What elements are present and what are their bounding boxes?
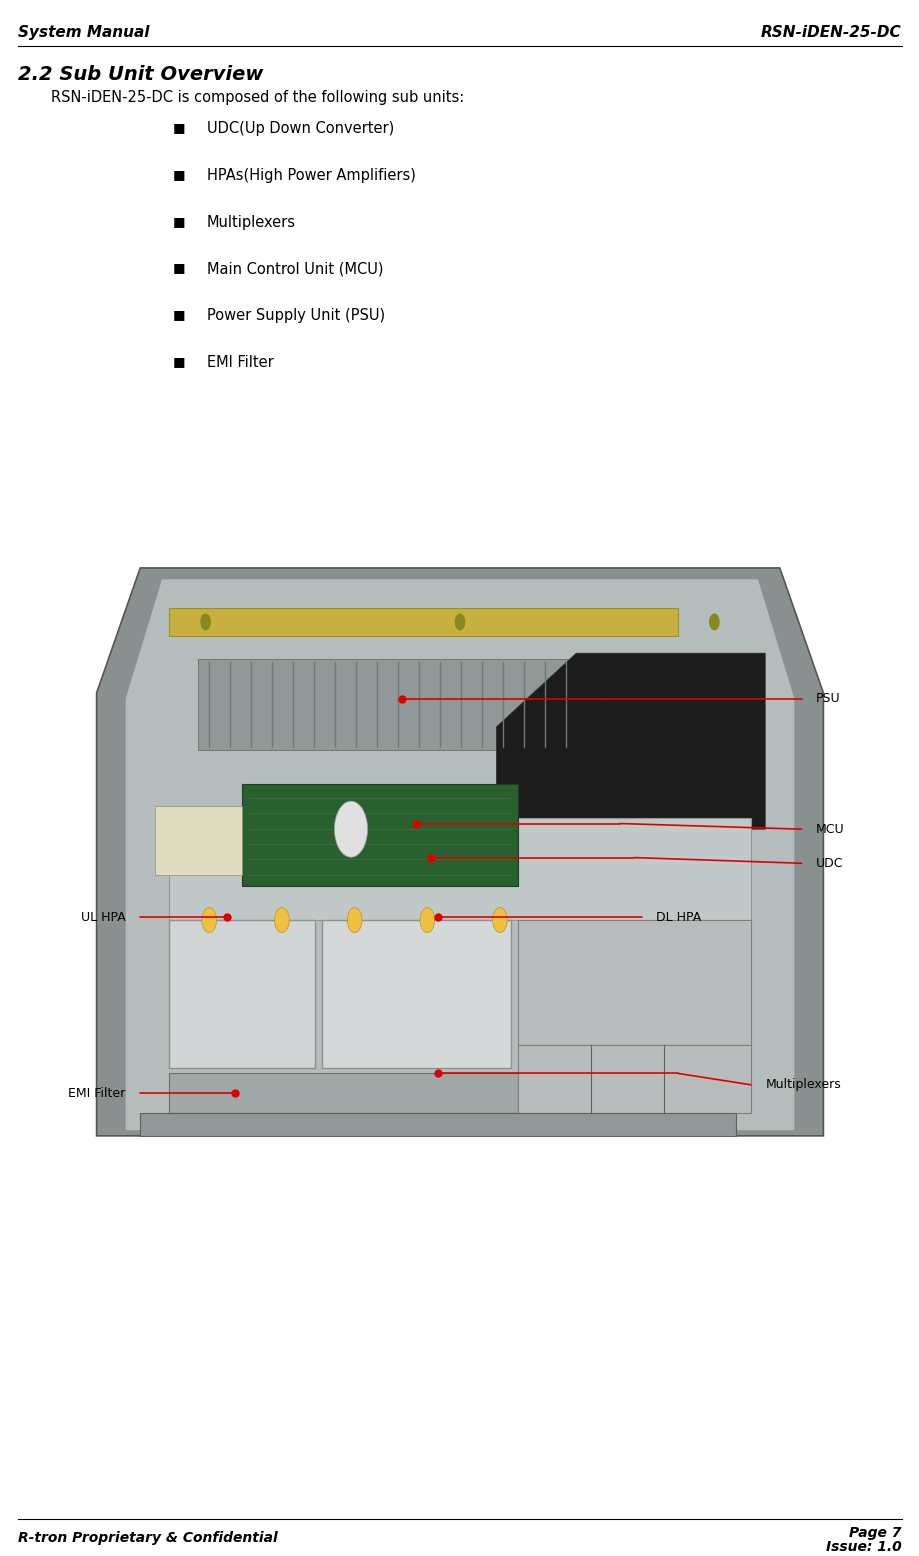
Text: Main Control Unit (MCU): Main Control Unit (MCU) (207, 261, 383, 277)
Text: UDC: UDC (815, 857, 843, 870)
FancyBboxPatch shape (517, 1046, 750, 1113)
Text: 2.2 Sub Unit Overview: 2.2 Sub Unit Overview (18, 65, 264, 84)
Text: Issue: 1.0: Issue: 1.0 (825, 1540, 901, 1554)
Text: R-tron Proprietary & Confidential: R-tron Proprietary & Confidential (18, 1531, 278, 1545)
Polygon shape (496, 654, 765, 829)
Polygon shape (169, 818, 750, 920)
Text: DL HPA: DL HPA (655, 910, 700, 924)
FancyBboxPatch shape (199, 658, 575, 750)
Text: EMI Filter: EMI Filter (68, 1086, 126, 1100)
Circle shape (419, 907, 434, 932)
FancyBboxPatch shape (517, 920, 750, 1046)
Text: ■: ■ (173, 308, 186, 321)
Text: UL HPA: UL HPA (81, 910, 126, 924)
Text: Multiplexers: Multiplexers (765, 1078, 840, 1091)
FancyBboxPatch shape (322, 920, 510, 1067)
FancyBboxPatch shape (169, 608, 677, 636)
Text: UDC(Up Down Converter): UDC(Up Down Converter) (207, 121, 394, 137)
Polygon shape (126, 579, 793, 1130)
FancyBboxPatch shape (140, 1113, 735, 1136)
Text: MCU: MCU (815, 823, 844, 836)
Circle shape (492, 907, 506, 932)
Text: ■: ■ (173, 355, 186, 367)
Polygon shape (242, 784, 517, 885)
Text: ■: ■ (173, 261, 186, 274)
Text: ■: ■ (173, 215, 186, 227)
Circle shape (274, 907, 289, 932)
Text: RSN-iDEN-25-DC: RSN-iDEN-25-DC (760, 25, 901, 40)
FancyBboxPatch shape (169, 920, 314, 1067)
Text: HPAs(High Power Amplifiers): HPAs(High Power Amplifiers) (207, 168, 415, 184)
FancyBboxPatch shape (169, 1074, 517, 1113)
FancyBboxPatch shape (154, 806, 242, 874)
Text: Page 7: Page 7 (848, 1526, 901, 1540)
Text: Power Supply Unit (PSU): Power Supply Unit (PSU) (207, 308, 385, 324)
Circle shape (200, 615, 210, 630)
Text: PSU: PSU (815, 692, 840, 705)
Text: ■: ■ (173, 121, 186, 134)
Text: RSN-iDEN-25-DC is composed of the following sub units:: RSN-iDEN-25-DC is composed of the follow… (51, 90, 463, 106)
Polygon shape (96, 568, 823, 1136)
Text: EMI Filter: EMI Filter (207, 355, 274, 370)
Circle shape (335, 801, 367, 857)
Circle shape (709, 615, 719, 630)
Circle shape (455, 615, 464, 630)
Circle shape (201, 907, 216, 932)
Text: Multiplexers: Multiplexers (207, 215, 296, 230)
Text: ■: ■ (173, 168, 186, 180)
Circle shape (346, 907, 361, 932)
Text: System Manual: System Manual (18, 25, 150, 40)
